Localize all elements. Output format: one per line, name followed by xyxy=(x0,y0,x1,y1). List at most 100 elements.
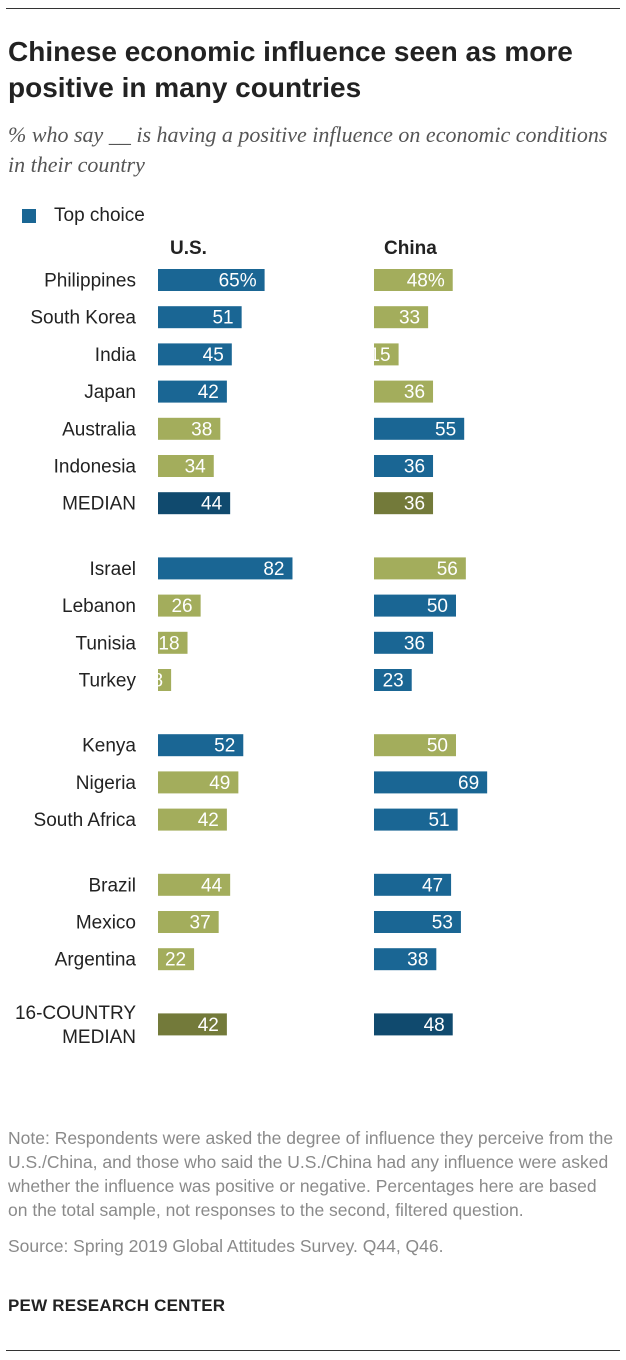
us-south-korea-bar xyxy=(158,306,242,329)
us-australia-bar xyxy=(158,417,221,440)
china-turkey-bar xyxy=(374,669,412,691)
china-argentina-bar xyxy=(374,948,437,971)
us-median-bar xyxy=(158,492,231,515)
us-tunisia-bar xyxy=(158,631,188,654)
china-median-bar xyxy=(374,492,434,515)
china-kenya-value-label: 50 xyxy=(427,736,448,757)
china-india-value-label: 15 xyxy=(369,345,390,366)
country-label-argentina: Argentina xyxy=(55,950,137,971)
chart-note: Note: Respondents were asked the degree … xyxy=(8,1128,614,1220)
us-16-country-median-value-label: 42 xyxy=(198,1015,219,1036)
china-mexico-bar xyxy=(374,911,461,933)
country-label-japan: Japan xyxy=(84,382,136,403)
country-label-turkey: Turkey xyxy=(79,671,137,692)
us-japan-value-label: 42 xyxy=(198,382,219,403)
us-nigeria-value-label: 49 xyxy=(209,773,230,794)
china-lebanon-bar xyxy=(374,594,456,617)
china-brazil-value-label: 47 xyxy=(422,875,443,896)
country-label-south-africa: South Africa xyxy=(34,810,137,831)
china-tunisia-value-label: 36 xyxy=(404,633,425,654)
china-south-africa-value-label: 51 xyxy=(428,810,449,831)
country-label-median: MEDIAN xyxy=(62,494,136,515)
china-philippines-bar xyxy=(374,269,453,291)
country-label-lebanon: Lebanon xyxy=(62,596,136,617)
china-india-bar xyxy=(374,343,399,366)
china-turkey-value-label: 23 xyxy=(383,671,404,692)
us-kenya-bar xyxy=(158,734,244,757)
china-lebanon-value-label: 50 xyxy=(427,596,448,617)
china-indonesia-bar xyxy=(374,455,434,477)
us-argentina-bar xyxy=(158,948,195,971)
china-nigeria-bar xyxy=(374,771,488,794)
bar-chart: Philippines 65% 48% South Korea 51 33 India 45 1… xyxy=(15,269,488,1048)
country-label-nigeria: Nigeria xyxy=(76,773,137,794)
us-turkey-bar xyxy=(158,669,172,691)
legend-swatch-top-choice xyxy=(22,209,36,223)
country-label-brazil: Brazil xyxy=(88,875,136,896)
country-label-south-korea: South Korea xyxy=(30,308,136,329)
china-japan-bar xyxy=(374,380,434,403)
country-label-tunisia: Tunisia xyxy=(75,633,136,654)
china-tunisia-bar xyxy=(374,631,434,654)
country-label-israel: Israel xyxy=(90,559,136,580)
us-japan-bar xyxy=(158,380,227,403)
china-indonesia-value-label: 36 xyxy=(404,457,425,478)
china-16-country-median-value-label: 48 xyxy=(424,1015,445,1036)
column-header-china: China xyxy=(384,238,437,259)
us-tunisia-value-label: 18 xyxy=(158,633,179,654)
us-16-country-median-bar xyxy=(158,1013,227,1036)
country-label-16-country-median-line-2: MEDIAN xyxy=(62,1027,136,1048)
china-kenya-bar xyxy=(374,734,456,757)
china-south-africa-bar xyxy=(374,808,458,831)
us-south-korea-value-label: 51 xyxy=(212,308,233,329)
us-brazil-bar xyxy=(158,873,231,896)
us-brazil-value-label: 44 xyxy=(201,875,223,896)
china-australia-bar xyxy=(374,417,465,440)
china-nigeria-value-label: 69 xyxy=(458,773,479,794)
us-kenya-value-label: 52 xyxy=(214,736,235,757)
us-israel-bar xyxy=(158,557,293,580)
china-philippines-value-label: 48% xyxy=(407,271,445,292)
china-israel-value-label: 56 xyxy=(437,559,458,580)
us-lebanon-value-label: 26 xyxy=(171,596,192,617)
us-median-value-label: 44 xyxy=(201,494,223,515)
china-16-country-median-bar xyxy=(374,1013,453,1036)
china-australia-value-label: 55 xyxy=(435,419,456,440)
china-south-korea-value-label: 33 xyxy=(399,308,420,329)
country-label-16-country-median-line-1: 16-COUNTRY xyxy=(15,1003,136,1024)
chart-title: Chinese economic influence seen as more … xyxy=(8,36,573,103)
us-argentina-value-label: 22 xyxy=(165,950,186,971)
china-south-korea-bar xyxy=(374,306,429,329)
us-turkey-value-label: 8 xyxy=(153,671,164,692)
china-mexico-value-label: 53 xyxy=(432,913,453,934)
legend-label-top-choice: Top choice xyxy=(54,205,145,226)
us-indonesia-bar xyxy=(158,455,214,477)
us-philippines-bar xyxy=(158,269,265,291)
us-nigeria-bar xyxy=(158,771,239,794)
china-median-value-label: 36 xyxy=(404,494,425,515)
china-argentina-value-label: 38 xyxy=(407,950,428,971)
us-mexico-bar xyxy=(158,911,219,933)
country-label-philippines: Philippines xyxy=(44,271,136,292)
us-philippines-value-label: 65% xyxy=(219,271,257,292)
us-mexico-value-label: 37 xyxy=(190,913,211,934)
us-india-bar xyxy=(158,343,232,366)
country-label-indonesia: Indonesia xyxy=(54,457,137,478)
us-israel-value-label: 82 xyxy=(263,559,284,580)
china-israel-bar xyxy=(374,557,466,580)
chart-subtitle: % who say __ is having a positive influe… xyxy=(8,122,608,177)
china-brazil-bar xyxy=(374,873,452,896)
us-indonesia-value-label: 34 xyxy=(185,457,207,478)
legend: Top choice xyxy=(22,204,145,228)
us-lebanon-bar xyxy=(158,594,201,617)
column-header-us: U.S. xyxy=(170,238,207,259)
brand-logo-text: PEW RESEARCH CENTER xyxy=(8,1296,226,1315)
us-india-value-label: 45 xyxy=(203,345,224,366)
us-australia-value-label: 38 xyxy=(191,419,212,440)
china-japan-value-label: 36 xyxy=(404,382,425,403)
country-label-india: India xyxy=(95,345,137,366)
us-south-africa-bar xyxy=(158,808,227,831)
us-south-africa-value-label: 42 xyxy=(198,810,219,831)
top-rule xyxy=(6,8,620,9)
country-label-kenya: Kenya xyxy=(82,736,136,757)
